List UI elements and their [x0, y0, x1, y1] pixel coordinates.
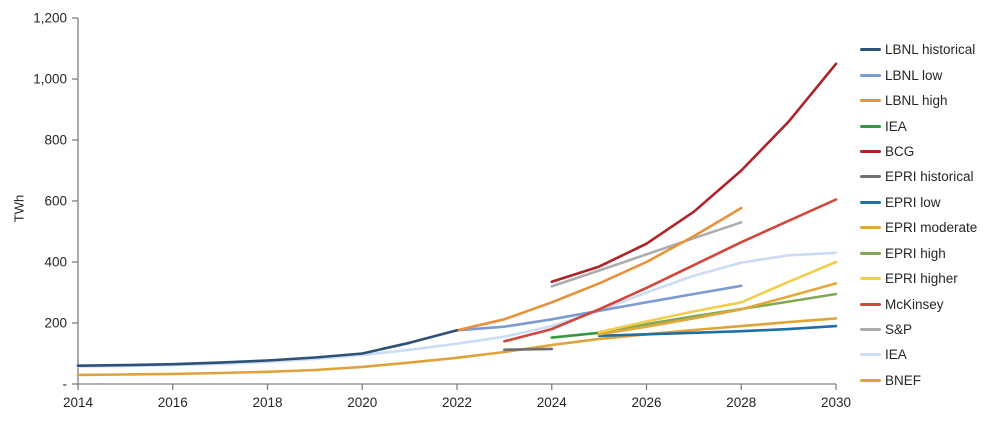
legend-swatch-icon — [860, 328, 881, 332]
legend-label: LBNL low — [885, 67, 943, 83]
y-tick-label: - — [63, 377, 68, 392]
series-line-bnef — [76, 317, 838, 377]
legend-swatch-icon — [860, 302, 881, 306]
legend-label: EPRI low — [885, 194, 941, 210]
legend-label: S&P — [885, 322, 913, 338]
legend-item: IEA — [860, 342, 977, 367]
y-tick-label: 1,200 — [33, 11, 67, 26]
legend-item: BCG — [860, 139, 977, 164]
legend-label: McKinsey — [885, 296, 944, 312]
legend-item: LBNL historical — [860, 37, 977, 62]
x-tick-label: 2028 — [726, 395, 756, 410]
legend-swatch-icon — [860, 277, 881, 281]
x-tick-label: 2030 — [821, 395, 851, 410]
legend-label: EPRI moderate — [885, 220, 978, 236]
legend-item: BNEF — [860, 368, 977, 393]
legend-swatch-icon — [860, 124, 881, 128]
legend-swatch-icon — [860, 353, 881, 357]
x-tick-label: 2022 — [442, 395, 472, 410]
legend-label: BNEF — [885, 372, 922, 388]
series-line-lbnl-historical — [76, 328, 459, 368]
x-tick-label: 2018 — [252, 395, 282, 410]
legend-item: EPRI historical — [860, 164, 977, 189]
legend-label: EPRI higher — [885, 271, 958, 287]
series-line-iea — [76, 251, 838, 368]
x-tick-label: 2014 — [63, 395, 94, 410]
legend-swatch-icon — [860, 251, 881, 255]
series-line-epri-low — [597, 324, 838, 338]
legend-swatch-icon — [860, 99, 881, 103]
y-tick-label: 400 — [44, 255, 67, 270]
legend-swatch-icon — [860, 378, 881, 382]
legend-swatch-icon — [860, 226, 881, 230]
series-line-bcg — [550, 62, 838, 284]
series-line-lbnl-low — [455, 284, 743, 332]
legend-item: EPRI low — [860, 190, 977, 215]
legend-item: EPRI higher — [860, 266, 977, 291]
legend-label: LBNL historical — [885, 42, 976, 58]
legend-item: IEA — [860, 113, 977, 138]
legend-swatch-icon — [860, 149, 881, 153]
legend-swatch-icon — [860, 73, 881, 77]
series-line-epri-historical — [503, 347, 554, 352]
legend-label: IEA — [885, 118, 907, 134]
legend-label: EPRI high — [885, 245, 946, 261]
legend-item: LBNL high — [860, 88, 977, 113]
series-line-s-p — [550, 221, 743, 288]
legend-label: LBNL high — [885, 93, 948, 109]
y-tick-label: 800 — [44, 133, 67, 148]
series-line-lbnl-high — [455, 206, 743, 332]
legend-item: S&P — [860, 317, 977, 342]
legend-item: EPRI moderate — [860, 215, 977, 240]
legend-label: EPRI historical — [885, 169, 974, 185]
series-line-epri-moderate — [597, 282, 838, 336]
legend-item: LBNL low — [860, 62, 977, 87]
legend-label: IEA — [885, 347, 907, 363]
y-tick-label: 200 — [44, 316, 67, 331]
legend-swatch-icon — [860, 200, 881, 204]
x-tick-label: 2024 — [537, 395, 568, 410]
y-tick-label: 600 — [44, 194, 67, 209]
chart-legend: LBNL historical LBNL low LBNL high IEA BCG EP… — [860, 37, 977, 393]
legend-item: McKinsey — [860, 291, 977, 316]
x-tick-label: 2020 — [347, 395, 377, 410]
y-tick-label: 1,000 — [33, 72, 67, 87]
series-line-epri-higher — [597, 260, 838, 334]
legend-item: EPRI high — [860, 241, 977, 266]
legend-swatch-icon — [860, 48, 881, 52]
legend-label: BCG — [885, 143, 915, 159]
series-line-mckinsey — [503, 198, 838, 343]
x-tick-label: 2026 — [631, 395, 661, 410]
legend-swatch-icon — [860, 175, 881, 179]
x-tick-label: 2016 — [158, 395, 188, 410]
